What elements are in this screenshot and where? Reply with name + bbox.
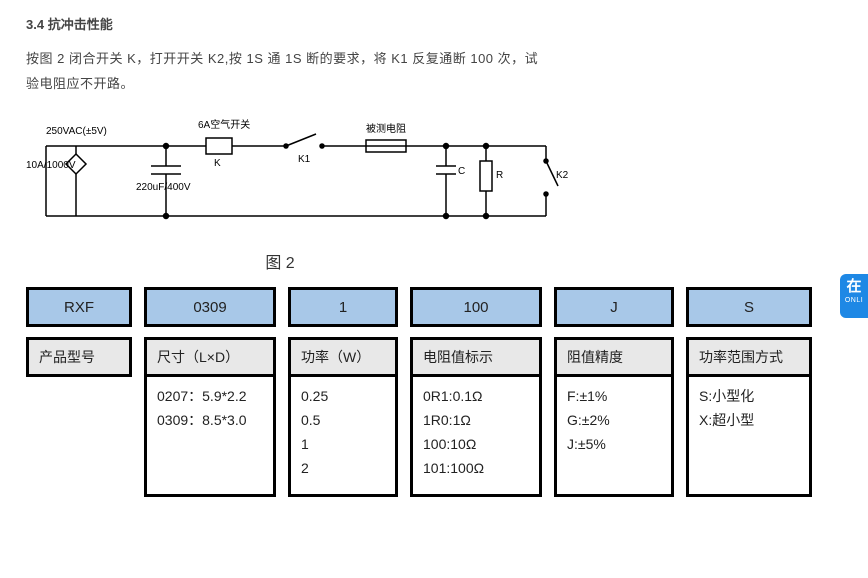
spec-label-cell: 阻值精度 xyxy=(554,337,674,377)
label-r: R xyxy=(496,170,503,181)
spec-column: 0309尺寸（L×D）0207：5.9*2.20309：8.5*3.0 xyxy=(144,287,276,497)
section-number: 3.4 xyxy=(26,17,44,32)
circuit-diagram: 250VAC(±5V) 10A/1000V 6A空气开关 K K1 被测电阻 2… xyxy=(26,106,868,241)
spec-values-cell: 0R1:0.1Ω1R0:1Ω100:10Ω101:100Ω xyxy=(410,377,542,497)
spec-label-cell: 产品型号 xyxy=(26,337,132,377)
spec-value: G:±2% xyxy=(567,409,610,433)
spec-header-cell: 1 xyxy=(288,287,398,327)
spec-table: RXF产品型号0309尺寸（L×D）0207：5.9*2.20309：8.5*3… xyxy=(26,287,868,497)
figure-caption: 图 2 xyxy=(0,249,560,273)
body-line-2: 验电阻应不开路。 xyxy=(26,76,134,91)
spec-value: S:小型化 xyxy=(699,385,754,409)
label-vac: 250VAC(±5V) xyxy=(46,126,107,137)
spec-label-cell: 尺寸（L×D） xyxy=(144,337,276,377)
label-c: C xyxy=(458,166,465,177)
spec-values-cell: 0.250.512 xyxy=(288,377,398,497)
spec-header-cell: S xyxy=(686,287,812,327)
spec-value: 0R1:0.1Ω xyxy=(423,385,483,409)
body-line-1: 按图 2 闭合开关 K，打开开关 K2,按 1S 通 1S 断的要求，将 K1 … xyxy=(26,51,538,66)
spec-value: 0207：5.9*2.2 xyxy=(157,385,247,409)
badge-bottom: ONLI xyxy=(840,296,868,306)
body-paragraph: 按图 2 闭合开关 K，打开开关 K2,按 1S 通 1S 断的要求，将 K1 … xyxy=(26,47,868,96)
spec-column: J阻值精度F:±1%G:±2%J:±5% xyxy=(554,287,674,497)
spec-label-cell: 功率（W） xyxy=(288,337,398,377)
spec-label-cell: 功率范围方式 xyxy=(686,337,812,377)
label-k: K xyxy=(214,158,221,169)
spec-value: 0.25 xyxy=(301,385,328,409)
spec-column: 1功率（W）0.250.512 xyxy=(288,287,398,497)
spec-header-cell: 0309 xyxy=(144,287,276,327)
online-badge[interactable]: 在 ONLI xyxy=(840,274,868,318)
spec-value: 0.5 xyxy=(301,409,320,433)
spec-values-cell: 0207：5.9*2.20309：8.5*3.0 xyxy=(144,377,276,497)
spec-value: J:±5% xyxy=(567,433,606,457)
label-k1: K1 xyxy=(298,154,311,165)
spec-column: RXF 产品型号 xyxy=(26,287,132,497)
spec-values-cell: S:小型化X:超小型 xyxy=(686,377,812,497)
spec-value: 1 xyxy=(301,433,309,457)
spec-column: 100电阻值标示0R1:0.1Ω1R0:1Ω100:10Ω101:100Ω xyxy=(410,287,542,497)
section-title-text: 抗冲击性能 xyxy=(48,17,113,32)
spec-value: 1R0:1Ω xyxy=(423,409,471,433)
label-dut: 被测电阻 xyxy=(366,122,406,135)
spec-value: 0309：8.5*3.0 xyxy=(157,409,247,433)
spec-value: F:±1% xyxy=(567,385,607,409)
label-cap: 220uF/400V xyxy=(136,182,191,193)
badge-top: 在 xyxy=(840,278,868,296)
spec-value: 100:10Ω xyxy=(423,433,476,457)
section-heading: 3.4 抗冲击性能 xyxy=(26,14,868,33)
label-fuse: 10A/1000V xyxy=(26,160,76,171)
spec-value: X:超小型 xyxy=(699,409,754,433)
spec-header-cell: RXF xyxy=(26,287,132,327)
spec-label-cell: 电阻值标示 xyxy=(410,337,542,377)
spec-value: 2 xyxy=(301,457,309,481)
spec-values-cell: F:±1%G:±2%J:±5% xyxy=(554,377,674,497)
spec-header-cell: 100 xyxy=(410,287,542,327)
spec-header-cell: J xyxy=(554,287,674,327)
spec-value: 101:100Ω xyxy=(423,457,484,481)
label-air-switch: 6A空气开关 xyxy=(198,118,250,131)
label-k2: K2 xyxy=(556,170,569,181)
spec-column: S功率范围方式S:小型化X:超小型 xyxy=(686,287,812,497)
